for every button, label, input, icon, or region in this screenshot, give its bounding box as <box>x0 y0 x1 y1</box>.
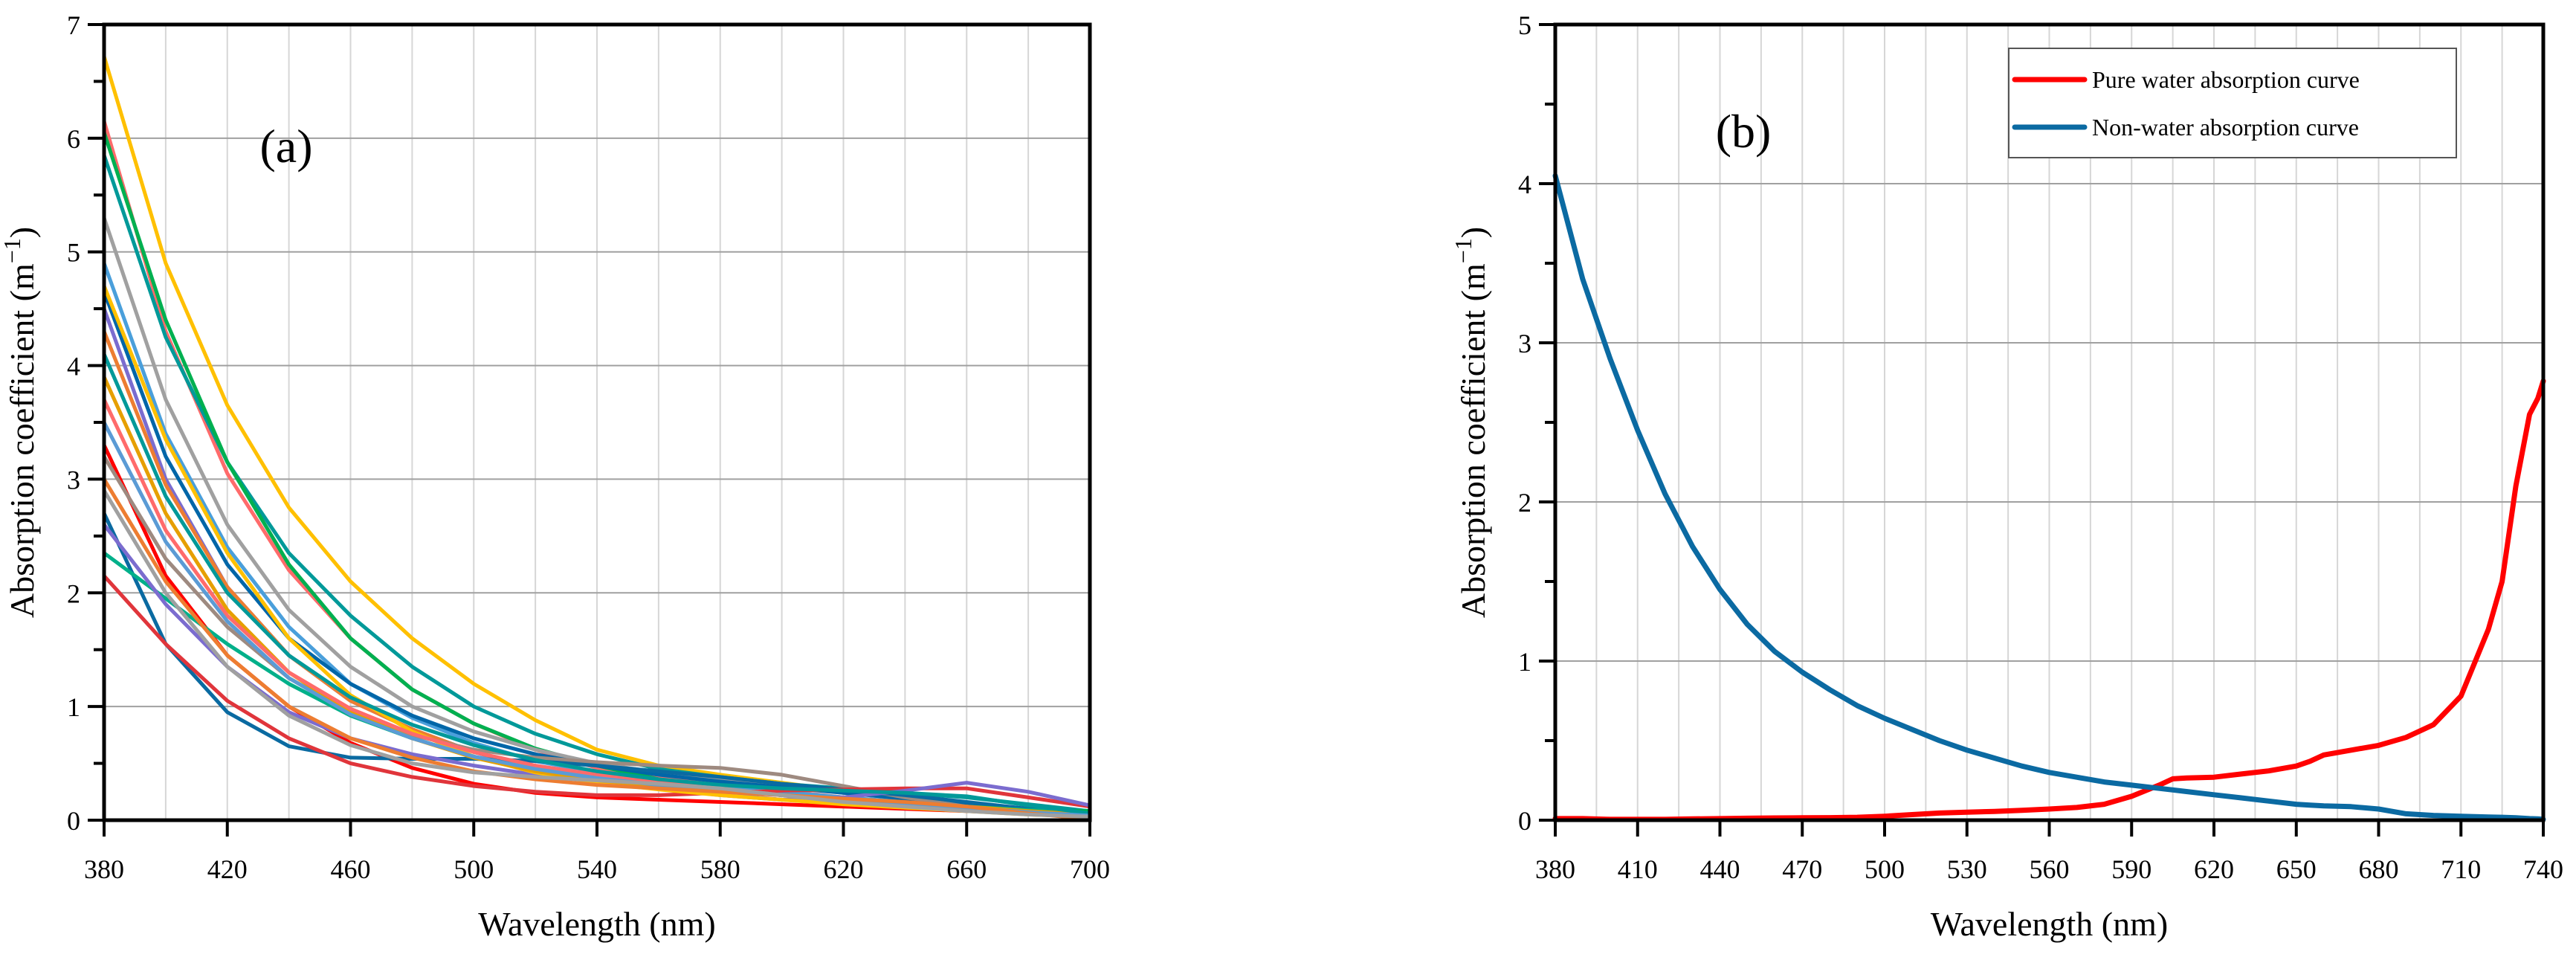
data-series-line <box>102 511 1092 816</box>
x-tick-label: 580 <box>700 854 740 884</box>
x-tick-label: 470 <box>1782 854 1822 884</box>
y-tick-label: 4 <box>1518 170 1531 199</box>
y-axis-title: Absorption coefficient (m−1) <box>0 227 41 618</box>
x-tick-label: 420 <box>207 854 248 884</box>
data-series-line <box>102 420 1092 818</box>
x-tick-label: 710 <box>2441 854 2481 884</box>
data-series-line <box>102 352 1092 816</box>
y-tick-label: 1 <box>1518 647 1531 677</box>
x-tick-label: 560 <box>2030 854 2070 884</box>
y-tick-label: 1 <box>67 692 80 722</box>
legend-entry-label: Non-water absorption curve <box>2092 114 2359 141</box>
x-tick-label: 410 <box>1618 854 1658 884</box>
y-tick-label: 0 <box>1518 806 1531 836</box>
y-axis-title: Absorption coefficient (m−1) <box>1450 227 1492 618</box>
x-tick-label: 700 <box>1070 854 1110 884</box>
legend-box <box>2008 48 2457 158</box>
legend: Pure water absorption curve Non-water abs… <box>2008 48 2457 158</box>
chart-panel-b: 380 410 440 470 500 530 560 590 620 650 680 710 740 0… <box>1450 10 2563 943</box>
legend-entry-label: Pure water absorption curve <box>2092 66 2360 93</box>
x-axis-title: Wavelength (nm) <box>1931 905 2168 943</box>
y-tick-label: 0 <box>67 806 80 836</box>
x-tick-label: 620 <box>824 854 864 884</box>
y-tick-label: 5 <box>1518 10 1531 40</box>
x-tick-label: 380 <box>84 854 124 884</box>
x-tick-label: 500 <box>1865 854 1905 884</box>
y-tick-label: 4 <box>67 352 80 381</box>
x-tick-label: 530 <box>1947 854 1987 884</box>
x-tick-label: 460 <box>331 854 371 884</box>
x-tick-label: 660 <box>946 854 987 884</box>
x-tick-label: 590 <box>2111 854 2151 884</box>
x-tick-label: 650 <box>2276 854 2317 884</box>
data-series-line <box>1552 378 2546 822</box>
x-tick-label: 620 <box>2194 854 2234 884</box>
panel-label: (a) <box>259 120 312 173</box>
y-tick-label: 3 <box>67 465 80 494</box>
x-axis-title: Wavelength (nm) <box>478 905 715 943</box>
y-tick-label: 3 <box>1518 329 1531 358</box>
x-tick-label: 440 <box>1700 854 1740 884</box>
y-tick-label: 6 <box>67 124 80 154</box>
y-tick-label: 2 <box>67 579 80 608</box>
x-tick-label: 500 <box>453 854 494 884</box>
x-tick-label: 380 <box>1535 854 1575 884</box>
data-series-line <box>102 489 1092 819</box>
x-tick-label: 680 <box>2359 854 2399 884</box>
chart-panel-a: 380 420 460 500 540 580 620 660 700 0 1 2 3 4 5 6 7 Wavel… <box>0 10 1110 943</box>
y-tick-label: 7 <box>67 10 80 40</box>
y-tick-label: 5 <box>67 238 80 268</box>
data-series-line <box>102 477 1092 821</box>
y-tick-label: 2 <box>1518 488 1531 518</box>
x-tick-label: 540 <box>577 854 617 884</box>
x-tick-label: 740 <box>2523 854 2563 884</box>
panel-label: (b) <box>1716 105 1772 158</box>
data-series-line <box>1552 173 2546 822</box>
